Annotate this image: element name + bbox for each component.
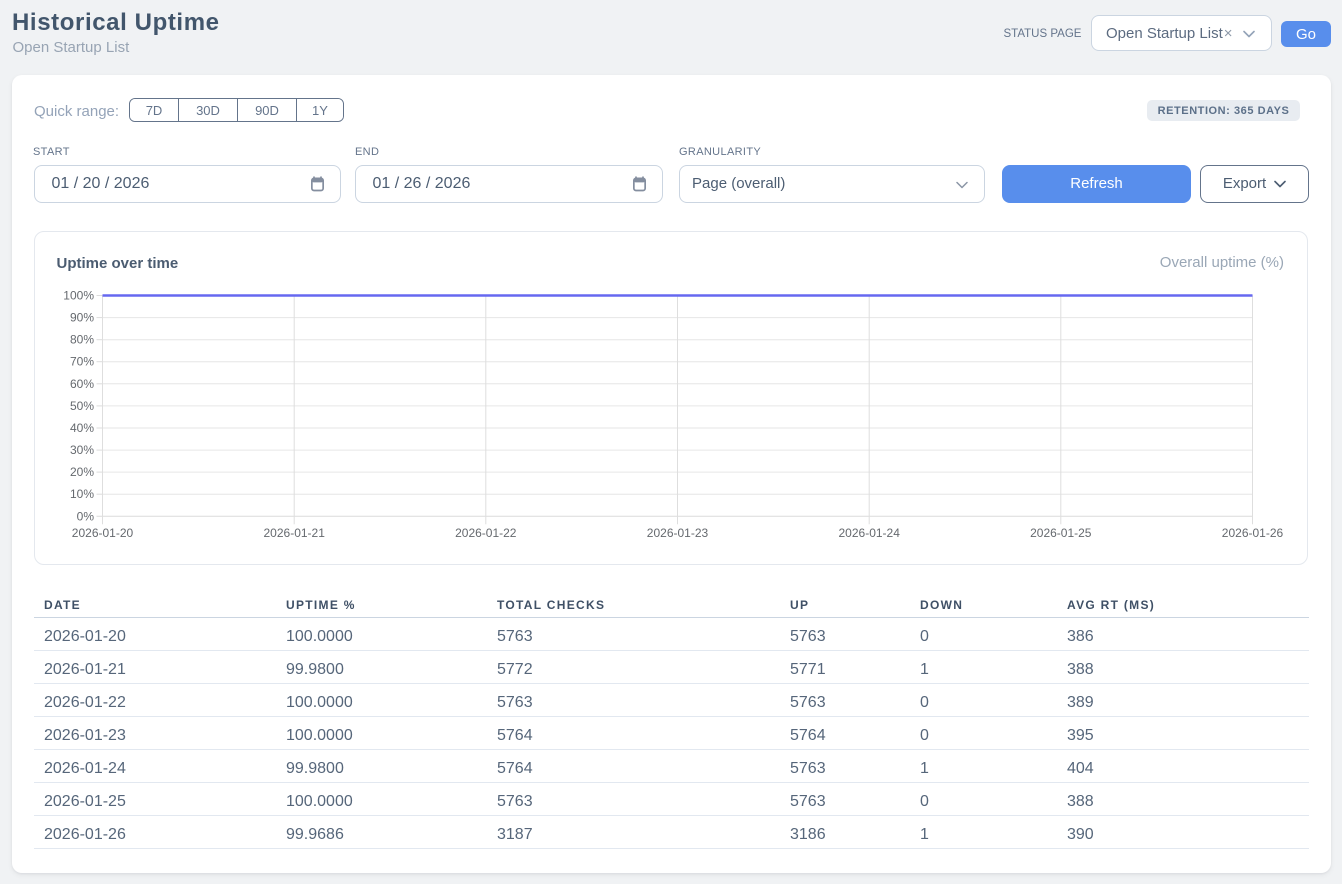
svg-text:2026-01-20: 2026-01-20 xyxy=(72,526,134,540)
svg-text:70%: 70% xyxy=(70,355,94,369)
svg-text:2026-01-25: 2026-01-25 xyxy=(1030,526,1092,540)
svg-text:10%: 10% xyxy=(70,487,94,501)
svg-text:60%: 60% xyxy=(70,377,94,391)
svg-text:100%: 100% xyxy=(63,289,94,303)
svg-text:0%: 0% xyxy=(77,509,95,523)
svg-text:40%: 40% xyxy=(70,421,94,435)
svg-text:2026-01-24: 2026-01-24 xyxy=(839,526,901,540)
svg-text:20%: 20% xyxy=(70,465,94,479)
svg-text:2026-01-21: 2026-01-21 xyxy=(264,526,326,540)
svg-text:2026-01-22: 2026-01-22 xyxy=(455,526,517,540)
svg-text:90%: 90% xyxy=(70,311,94,325)
svg-text:80%: 80% xyxy=(70,333,94,347)
svg-text:50%: 50% xyxy=(70,399,94,413)
svg-text:30%: 30% xyxy=(70,443,94,457)
svg-text:2026-01-26: 2026-01-26 xyxy=(1222,526,1284,540)
svg-text:2026-01-23: 2026-01-23 xyxy=(647,526,709,540)
